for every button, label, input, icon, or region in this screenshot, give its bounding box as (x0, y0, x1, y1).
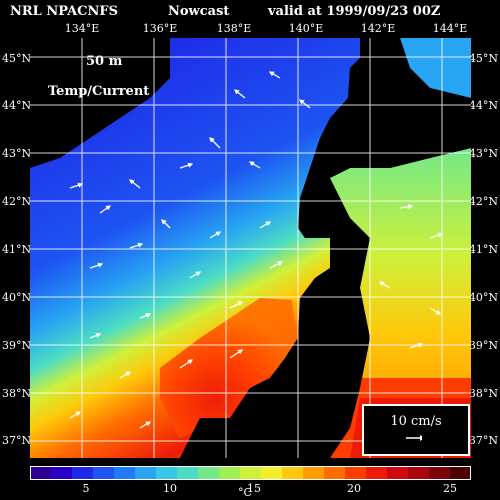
colorbar-tick-10: 10 (163, 482, 177, 495)
lat-label-44-right: 44°N (468, 99, 498, 112)
colorbar-swatch (72, 466, 94, 480)
model-title: NRL NPACNFS (10, 4, 118, 19)
current-vectors (69, 71, 462, 429)
lon-label-140: 140°E (288, 22, 324, 35)
lat-label-41-left: 41°N (2, 243, 32, 256)
colorbar-swatch (135, 466, 157, 480)
lon-label-142: 142°E (360, 22, 396, 35)
colorbar-swatch (345, 466, 367, 480)
lat-label-42-left: 42°N (2, 195, 32, 208)
northeast-cold-pocket (400, 38, 471, 98)
colorbar-swatch (156, 466, 178, 480)
honshu-land (180, 224, 370, 458)
colorbar-swatch (30, 466, 52, 480)
colorbar-swatch (282, 466, 304, 480)
depth-label: 50 m (86, 54, 123, 69)
temperature-map (30, 38, 471, 458)
colorbar-unit: °C (238, 486, 252, 499)
lat-label-37-right: 37°N (468, 434, 498, 447)
colorbar-swatch (261, 466, 283, 480)
lon-label-134: 134°E (64, 22, 100, 35)
scale-arrow-icon (406, 435, 422, 441)
lat-label-40-left: 40°N (2, 291, 32, 304)
lat-label-43-left: 43°N (2, 147, 32, 160)
colorbar-tick-20: 20 (347, 482, 361, 495)
lon-label-144: 144°E (432, 22, 468, 35)
lat-label-40-right: 40°N (468, 291, 498, 304)
warm-water-core (160, 298, 296, 438)
colorbar-swatch (219, 466, 241, 480)
colorbar-swatch (408, 466, 430, 480)
northwest-land (30, 38, 170, 168)
lat-label-38-left: 38°N (2, 387, 32, 400)
colorbar-border (30, 466, 471, 480)
lat-label-41-right: 41°N (468, 243, 498, 256)
colorbar-tick-15: 15 (247, 482, 261, 495)
lon-label-138: 138°E (216, 22, 252, 35)
field-label: Temp/Current (48, 84, 150, 99)
colorbar-tick-5: 5 (82, 482, 90, 495)
product-type: Nowcast (168, 4, 230, 19)
lat-label-45-left: 45°N (2, 52, 32, 65)
colorbar-swatch (429, 466, 451, 480)
lat-label-42-right: 42°N (468, 195, 498, 208)
colorbar-swatch (177, 466, 199, 480)
lat-lon-grid (30, 38, 471, 458)
colorbar-swatch (324, 466, 346, 480)
colorbar-swatch (366, 466, 388, 480)
colorbar-swatch (240, 466, 262, 480)
lat-label-38-right: 38°N (468, 387, 498, 400)
map-canvas (30, 38, 471, 458)
colorbar-swatch (198, 466, 220, 480)
velocity-scale-legend: 10 cm/s (362, 404, 470, 456)
colorbar-swatch (51, 466, 73, 480)
colorbar-swatch (450, 466, 471, 480)
lat-label-43-right: 43°N (468, 147, 498, 160)
colorbar-swatch (93, 466, 115, 480)
lat-label-44-left: 44°N (2, 99, 32, 112)
lon-label-136: 136°E (142, 22, 178, 35)
velocity-scale-label: 10 cm/s (390, 414, 442, 429)
colorbar-swatch (387, 466, 409, 480)
lat-label-39-right: 39°N (468, 339, 498, 352)
hokkaido-land (330, 38, 471, 178)
valid-time: valid at 1999/09/23 00Z (268, 4, 441, 19)
lat-label-39-left: 39°N (2, 339, 32, 352)
colorbar-swatch (303, 466, 325, 480)
temperature-colorbar (30, 466, 471, 480)
colorbar-tick-25: 25 (443, 482, 457, 495)
colorbar-swatch (114, 466, 136, 480)
lat-label-37-left: 37°N (2, 434, 32, 447)
lat-label-45-right: 45°N (468, 52, 498, 65)
